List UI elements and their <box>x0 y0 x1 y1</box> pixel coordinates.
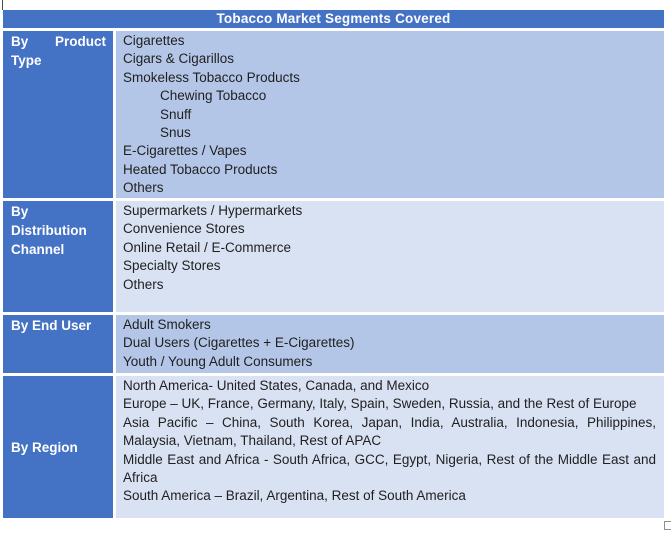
segment-item: Others <box>123 180 164 196</box>
segment-item: Online Retail / E-Commerce <box>123 239 292 255</box>
segment-item: South America – Brazil, Argentina, Rest … <box>123 488 466 504</box>
table-row-region: By Region North America- United States, C… <box>3 376 664 518</box>
row-label-text: By Product Type <box>11 34 106 68</box>
segment-item: Dual Users (Cigarettes + E-Cigarettes) <box>123 335 355 351</box>
segment-item: Chewing Tobacco <box>160 88 267 104</box>
table-row-distribution-channel: By Distribution Channel Supermarkets / Hy… <box>3 201 664 312</box>
row-label-region: By Region <box>3 376 113 518</box>
segment-item: Cigarettes <box>123 33 185 48</box>
table-title: Tobacco Market Segments Covered <box>3 10 664 28</box>
row-content-region: North America- United States, Canada, an… <box>116 376 664 518</box>
row-content-end-user: Adult Smokers Dual Users (Cigarettes + E-… <box>116 315 664 373</box>
segment-item: Convenience Stores <box>123 221 245 237</box>
segment-item: Supermarkets / Hypermarkets <box>123 203 303 218</box>
row-label-product-type: By Product Type <box>3 31 113 198</box>
segment-item: E-Cigarettes / Vapes <box>123 143 247 159</box>
segment-item: Europe – UK, France, Germany, Italy, Spa… <box>123 396 637 412</box>
table-resize-handle[interactable] <box>664 521 671 530</box>
text-cursor-caret[interactable] <box>2 0 3 10</box>
row-label-end-user: By End User <box>3 315 113 373</box>
row-content-distribution-channel: Supermarkets / Hypermarkets Convenience S… <box>116 201 664 312</box>
segment-item: Asia Pacific – China, South Korea, Japan… <box>123 414 656 449</box>
segment-item: Others <box>123 276 164 292</box>
segment-item: Specialty Stores <box>123 258 221 274</box>
segment-item: Smokeless Tobacco Products <box>123 69 300 85</box>
segment-item: Adult Smokers <box>123 317 211 332</box>
row-label-text: By End User <box>11 318 92 333</box>
segment-item: Middle East and Africa - South Africa, G… <box>123 451 656 486</box>
row-content-product-type: Cigarettes Cigars & Cigarillos Smokeless T… <box>116 31 664 198</box>
segment-item: Snuff <box>160 106 192 122</box>
segment-item: Youth / Young Adult Consumers <box>123 353 313 369</box>
segment-item: North America- United States, Canada, an… <box>123 378 430 393</box>
segment-item: Cigars & Cigarillos <box>123 51 235 67</box>
segment-item: Snus <box>160 125 191 141</box>
table-row-end-user: By End User Adult Smokers Dual Users (Ciga… <box>3 315 664 373</box>
table-body: By Product Type Cigarettes Cigars & Cigari… <box>3 31 664 518</box>
segment-item: Heated Tobacco Products <box>123 161 278 177</box>
table-row-product-type: By Product Type Cigarettes Cigars & Cigari… <box>3 31 664 198</box>
row-label-text: By Distribution Channel <box>11 204 87 257</box>
row-label-distribution-channel: By Distribution Channel <box>3 201 113 312</box>
row-label-text: By Region <box>11 439 78 455</box>
segments-table: Tobacco Market Segments Covered By Produ… <box>3 10 664 518</box>
